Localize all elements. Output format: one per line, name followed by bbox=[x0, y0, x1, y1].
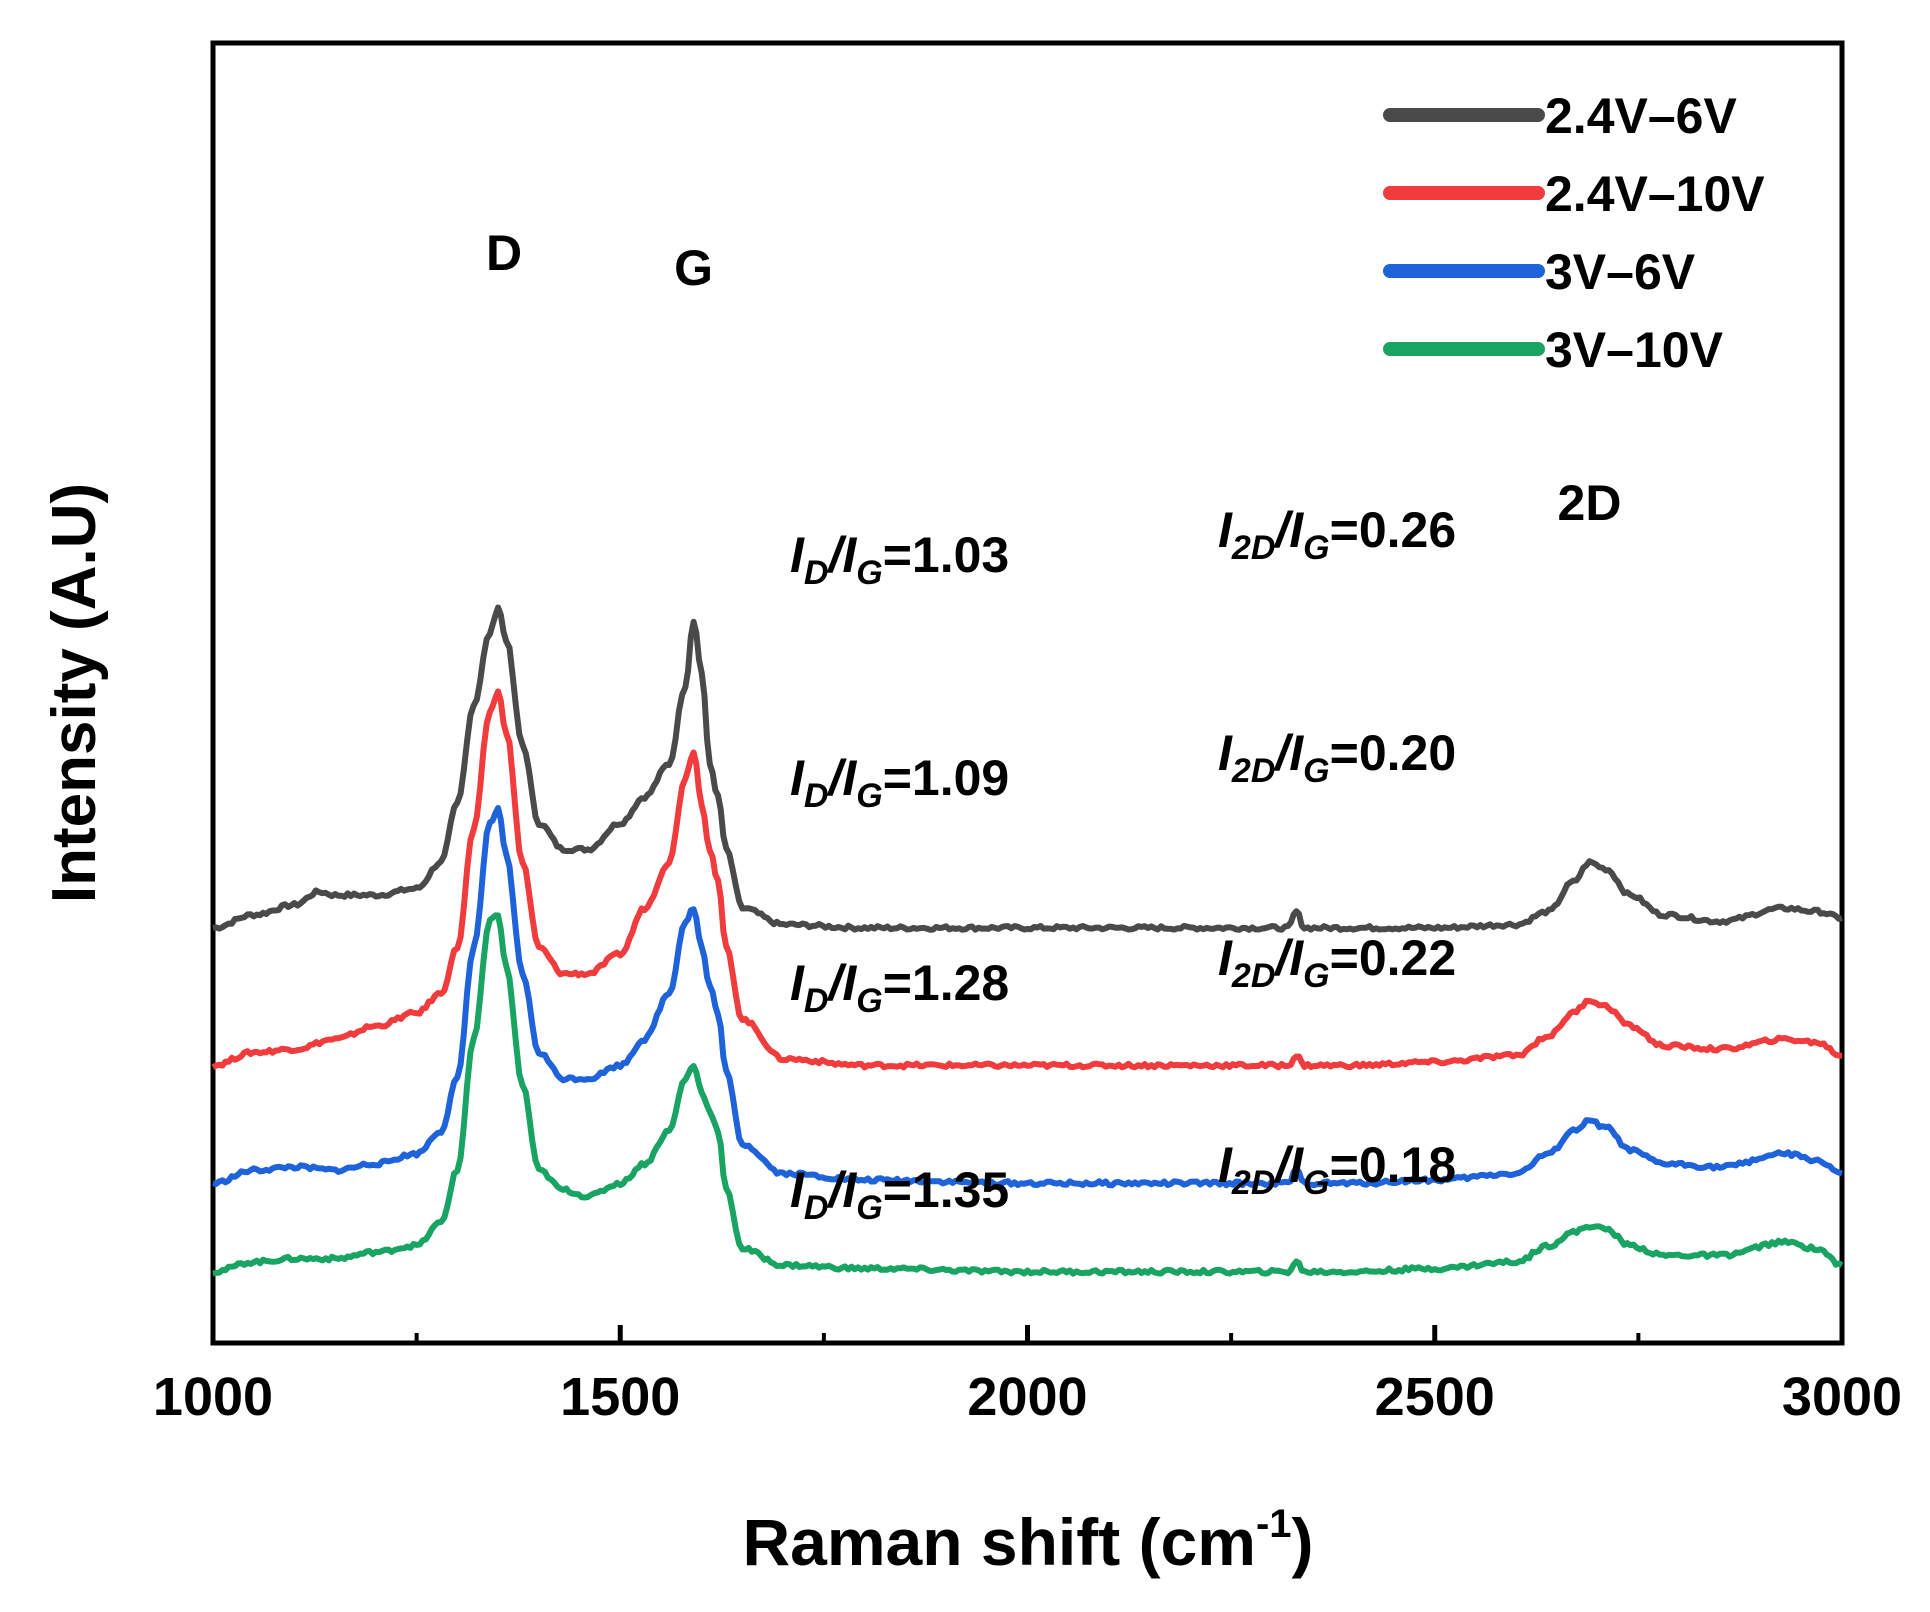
legend-label-3: 3V–10V bbox=[1545, 322, 1724, 378]
x-axis-title-close: ) bbox=[1292, 1505, 1314, 1579]
ratio-id-ig-1: ID/IG=1.09 bbox=[790, 750, 1009, 815]
plot-frame bbox=[210, 40, 1845, 1346]
series-line-3 bbox=[212, 912, 1844, 1277]
legend: 2.4V–6V 2.4V–10V 3V–6V 3V–10V bbox=[1383, 88, 1765, 378]
legend-label-2: 3V–6V bbox=[1545, 244, 1696, 300]
ratio-id-ig-0: ID/IG=1.03 bbox=[790, 527, 1009, 592]
legend-label-0: 2.4V–6V bbox=[1545, 88, 1737, 144]
ratio-id-ig-3: ID/IG=1.35 bbox=[790, 1162, 1009, 1227]
series-line-1 bbox=[211, 688, 1843, 1071]
series-line-0 bbox=[212, 604, 1843, 933]
x-axis-ticks bbox=[210, 1325, 1845, 1343]
x-tick-label-1000: 1000 bbox=[153, 1367, 273, 1427]
x-axis-tick-labels: 1000 1500 2000 2500 3000 bbox=[153, 1367, 1902, 1427]
x-tick-label-1500: 1500 bbox=[560, 1367, 680, 1427]
x-tick-label-2500: 2500 bbox=[1375, 1367, 1495, 1427]
x-axis-title-main: Raman shift (cm bbox=[743, 1505, 1256, 1579]
ratio-i2d-ig-0: I2D/IG=0.26 bbox=[1218, 502, 1456, 567]
legend-label-1: 2.4V–10V bbox=[1545, 166, 1765, 222]
peak-label-G: G bbox=[674, 240, 713, 296]
ratio-labels: ID/IG=1.03 I2D/IG=0.26 ID/IG=1.09 I2D/IG=0.… bbox=[790, 502, 1456, 1227]
ratio-i2d-ig-2: I2D/IG=0.22 bbox=[1218, 930, 1456, 995]
peak-label-2D: 2D bbox=[1558, 475, 1622, 531]
x-tick-label-2000: 2000 bbox=[967, 1367, 1087, 1427]
ratio-id-ig-2: ID/IG=1.28 bbox=[790, 955, 1009, 1020]
x-axis-title: Raman shift (cm-1) bbox=[743, 1502, 1314, 1579]
x-tick-label-3000: 3000 bbox=[1782, 1367, 1902, 1427]
series-group bbox=[211, 604, 1844, 1277]
x-axis-title-superscript: -1 bbox=[1256, 1502, 1292, 1546]
ratio-i2d-ig-3: I2D/IG=0.18 bbox=[1218, 1137, 1456, 1202]
ratio-i2d-ig-1: I2D/IG=0.20 bbox=[1218, 725, 1456, 790]
peak-label-D: D bbox=[486, 225, 522, 281]
series-line-2 bbox=[212, 805, 1843, 1189]
peak-labels: D G 2D bbox=[486, 225, 1622, 531]
y-axis-title: Intensity (A.U) bbox=[40, 483, 109, 903]
